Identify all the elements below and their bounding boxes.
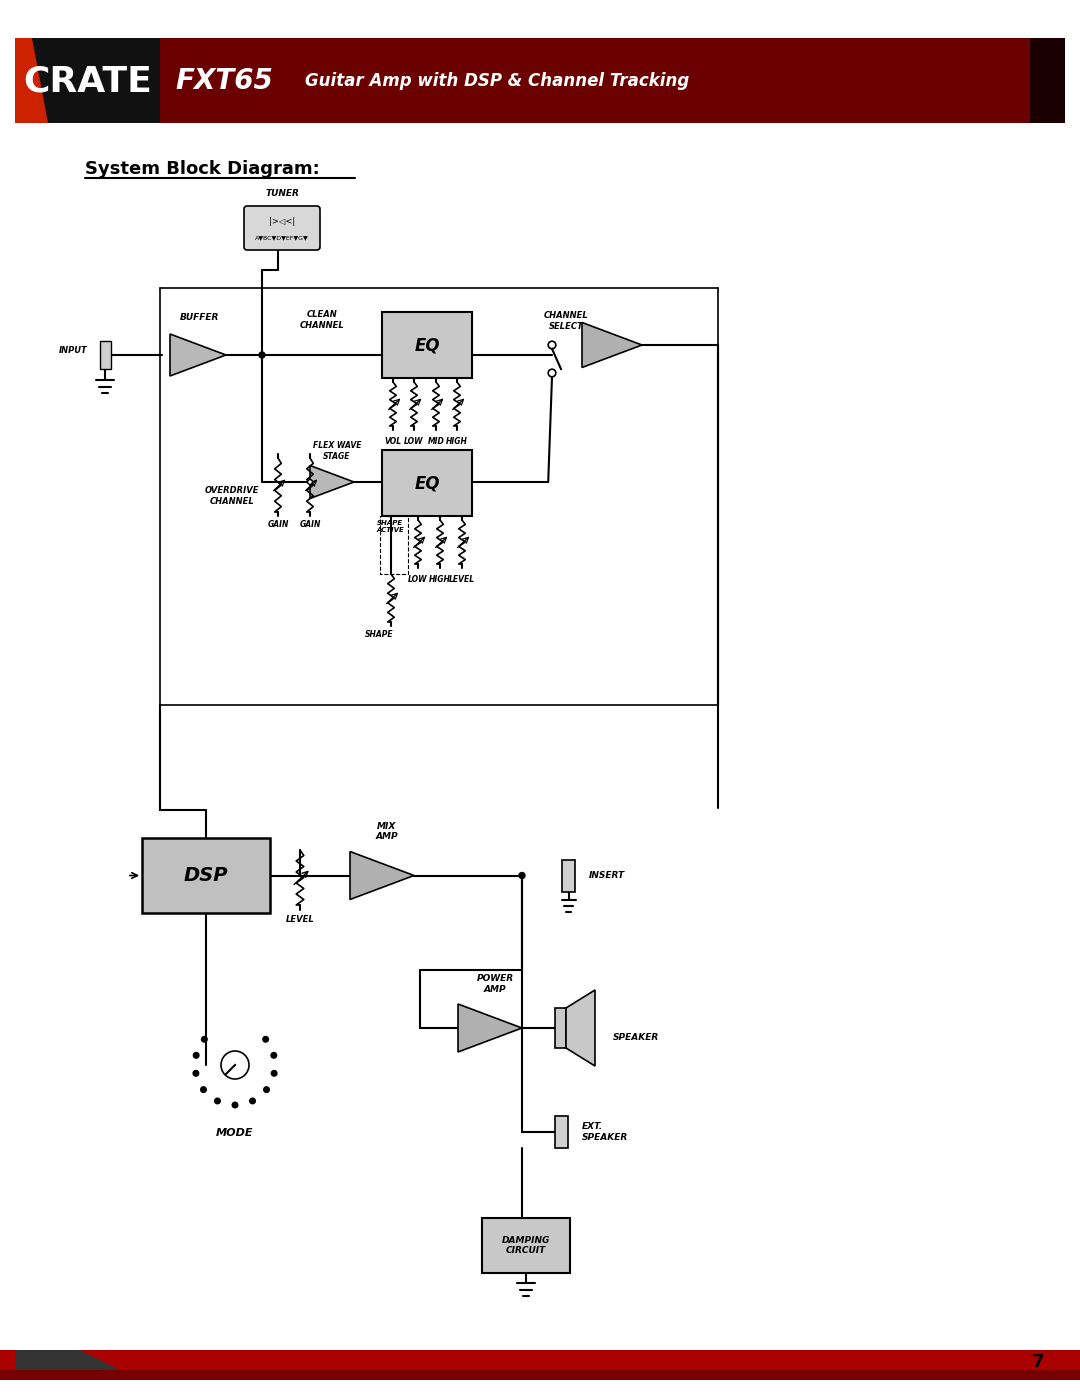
Text: TUNER: TUNER [265, 189, 299, 198]
Text: POWER
AMP: POWER AMP [476, 974, 514, 993]
Text: CHANNEL
SELECT: CHANNEL SELECT [543, 312, 589, 331]
Text: Guitar Amp with DSP & Channel Tracking: Guitar Amp with DSP & Channel Tracking [305, 73, 689, 89]
Circle shape [193, 1052, 199, 1058]
Polygon shape [350, 852, 414, 900]
FancyBboxPatch shape [244, 205, 320, 250]
Circle shape [221, 1051, 249, 1078]
Circle shape [519, 873, 525, 879]
Text: |>◁<|: |>◁<| [269, 217, 295, 225]
Text: LOW: LOW [408, 576, 428, 584]
Text: SHAPE
ACTIVE: SHAPE ACTIVE [376, 520, 404, 534]
Text: EQ: EQ [415, 474, 440, 492]
Text: LEVEL: LEVEL [285, 915, 314, 923]
Circle shape [215, 1098, 220, 1104]
Text: LEVEL: LEVEL [449, 576, 475, 584]
Text: CRATE: CRATE [24, 64, 152, 98]
Circle shape [232, 1102, 238, 1108]
Circle shape [259, 352, 265, 358]
Text: HIGH: HIGH [446, 437, 468, 446]
Text: MODE: MODE [216, 1127, 254, 1139]
Text: GAIN: GAIN [268, 520, 288, 529]
Polygon shape [566, 990, 595, 1066]
Text: FLEX WAVE
STAGE: FLEX WAVE STAGE [313, 441, 361, 461]
Bar [0, 1370, 1080, 1380]
Bar [382, 312, 472, 379]
Bar [160, 38, 1030, 123]
Circle shape [262, 1037, 269, 1042]
Bar [562, 859, 575, 891]
Polygon shape [15, 38, 48, 123]
Bar [15, 38, 1065, 123]
Circle shape [549, 369, 556, 377]
Text: LOW: LOW [404, 437, 423, 446]
Bar [380, 515, 408, 574]
Circle shape [271, 1070, 276, 1076]
Bar [555, 1116, 568, 1148]
Text: CLEAN
CHANNEL: CLEAN CHANNEL [299, 310, 345, 330]
Circle shape [249, 1098, 255, 1104]
Text: SHAPE: SHAPE [365, 630, 393, 638]
Text: System Block Diagram:: System Block Diagram: [85, 161, 320, 177]
Bar [382, 450, 472, 515]
Text: EQ: EQ [415, 337, 440, 353]
Polygon shape [582, 323, 642, 367]
Text: MIX
AMP: MIX AMP [376, 821, 399, 841]
Bar [482, 1218, 570, 1273]
Polygon shape [170, 334, 226, 376]
Text: 7: 7 [1031, 1354, 1044, 1370]
Text: SPEAKER: SPEAKER [613, 1034, 659, 1042]
Text: OVERDRIVE
CHANNEL: OVERDRIVE CHANNEL [205, 486, 259, 506]
Circle shape [308, 479, 312, 485]
Text: EXT.
SPEAKER: EXT. SPEAKER [582, 1122, 629, 1141]
Text: A▼BC▼D▼EF▼G▼: A▼BC▼D▼EF▼G▼ [255, 236, 309, 240]
Circle shape [549, 341, 556, 349]
Text: VOL: VOL [384, 437, 402, 446]
Text: INSERT: INSERT [589, 870, 625, 880]
Text: HIGH: HIGH [429, 576, 451, 584]
Circle shape [201, 1087, 206, 1092]
Bar [0, 1350, 1080, 1370]
Text: GAIN: GAIN [299, 520, 321, 529]
Polygon shape [310, 465, 354, 499]
Text: DAMPING
CIRCUIT: DAMPING CIRCUIT [502, 1236, 550, 1255]
Circle shape [271, 1052, 276, 1058]
Circle shape [193, 1070, 199, 1076]
Text: MID: MID [428, 437, 445, 446]
Circle shape [264, 1087, 269, 1092]
Text: FXT65: FXT65 [175, 67, 273, 95]
Bar [15, 38, 160, 123]
Bar [141, 838, 270, 914]
Text: BUFFER: BUFFER [180, 313, 219, 321]
Bar [99, 341, 110, 369]
Polygon shape [458, 1004, 522, 1052]
Text: DSP: DSP [184, 866, 228, 886]
Polygon shape [15, 1350, 120, 1370]
Circle shape [202, 1037, 207, 1042]
Text: INPUT: INPUT [59, 345, 87, 355]
Bar [555, 1009, 566, 1048]
